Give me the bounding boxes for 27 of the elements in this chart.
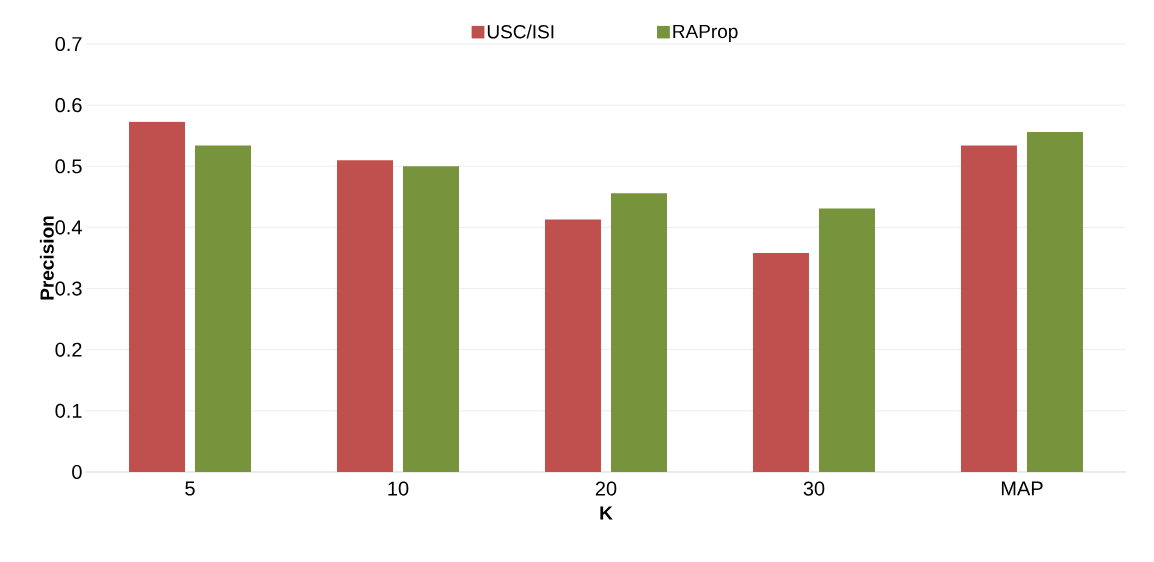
bar [544, 219, 601, 472]
bar [403, 166, 459, 472]
x-tick-label: 20 [595, 481, 617, 496]
bar [752, 253, 809, 472]
bar [195, 145, 252, 472]
x-tick-label: 30 [803, 481, 825, 496]
y-tick-label: 0.7 [55, 36, 82, 52]
bar [610, 193, 667, 472]
y-tick-label: 0.2 [55, 342, 82, 357]
bar [1026, 132, 1083, 472]
y-tick-label: 0.4 [55, 220, 82, 235]
y-tick-label: 0.3 [55, 281, 82, 296]
y-tick-label: 0.6 [55, 98, 82, 113]
bar [129, 121, 186, 472]
x-tick-label: 10 [388, 481, 409, 496]
y-axis-title: Precision [39, 216, 54, 300]
bar [960, 145, 1017, 472]
x-tick-label: 5 [185, 481, 195, 496]
legend-label: USC/ISI [487, 24, 554, 39]
legend-label: RAProp [673, 24, 738, 42]
x-axis-title: K [600, 506, 613, 520]
x-tick-label: MAP [1001, 481, 1043, 496]
y-tick-label: 0 [72, 464, 82, 480]
y-tick-label: 0.1 [55, 403, 82, 418]
bar [337, 160, 393, 472]
bar [818, 208, 875, 472]
y-tick-label: 0.5 [55, 159, 82, 174]
